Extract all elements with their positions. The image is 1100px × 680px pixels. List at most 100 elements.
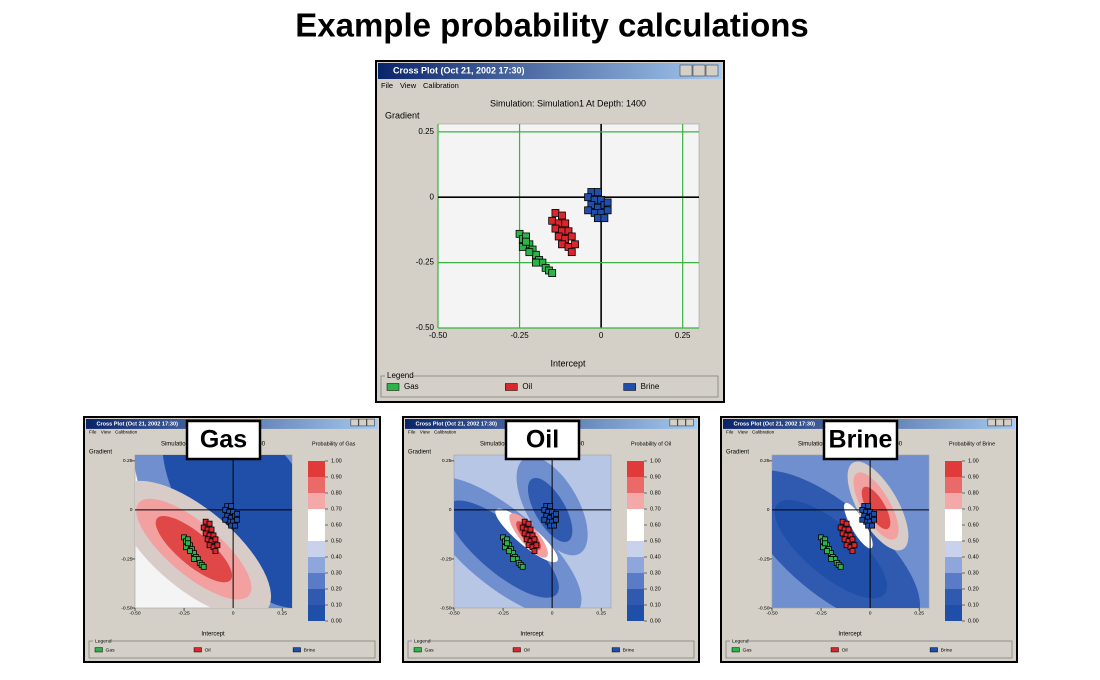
data-point [547, 503, 554, 509]
colorbar-tick-label: 0.30 [968, 570, 979, 576]
window-button-max[interactable] [358, 418, 367, 427]
legend-box [380, 375, 719, 398]
colorbar-tick-label: 0.60 [650, 522, 661, 528]
data-point [212, 548, 219, 555]
window-button-max[interactable] [677, 418, 686, 427]
menu-item[interactable]: View [738, 429, 749, 434]
colorbar-tick-label: 0.40 [650, 554, 661, 560]
data-point [187, 548, 193, 555]
title-bar [378, 63, 722, 79]
data-point [827, 556, 834, 562]
x-tick-label: -0.25 [497, 610, 509, 616]
data-point [593, 188, 602, 196]
window-button-max[interactable] [995, 418, 1004, 427]
legend-title-bg [93, 637, 111, 644]
menu-item[interactable]: Calibration [434, 429, 457, 434]
data-point [531, 536, 538, 543]
x-tick-label: 0.25 [277, 610, 287, 616]
data-point [558, 211, 566, 220]
probability-contour [844, 502, 873, 549]
colorbar-tick-label: 0.00 [650, 618, 661, 624]
data-point [551, 209, 560, 217]
data-point [600, 214, 609, 223]
x-axis-label: Intercept [201, 632, 225, 638]
data-point [849, 536, 856, 543]
legend-label: Oil [205, 647, 211, 653]
data-point [548, 269, 557, 277]
data-point [593, 214, 602, 223]
x-tick-label: -0.50 [766, 610, 778, 616]
colorbar-band [308, 541, 325, 557]
colorbar-band [308, 461, 325, 477]
menu-item[interactable]: View [101, 429, 112, 434]
window-button-max[interactable] [692, 64, 706, 77]
colorbar-band [627, 573, 644, 589]
legend-label: Brine [641, 382, 660, 391]
window-button-min[interactable] [669, 418, 678, 427]
menu-item[interactable]: Calibration [752, 429, 775, 434]
menu-item[interactable]: Calibration [423, 81, 459, 90]
menu-item[interactable]: File [726, 429, 734, 434]
probability-contour [162, 455, 292, 608]
plot: -0.50 -0.25 0 0.25 0.25 0 -0.25 -0.50 [758, 454, 930, 616]
data-point [584, 206, 592, 215]
x-tick-label: 0.25 [675, 331, 691, 340]
window-button-close[interactable] [705, 64, 719, 77]
legend-swatch [830, 647, 839, 653]
legend-label: Oil [522, 382, 532, 391]
menu-item[interactable]: View [400, 81, 417, 90]
data-point [849, 548, 856, 555]
panel-label: Gas [200, 426, 247, 454]
y-tick-label: -0.25 [121, 556, 133, 562]
data-point [541, 516, 548, 523]
legend-swatch [94, 647, 103, 653]
menu-item[interactable]: Calibration [115, 429, 138, 434]
colorbar-tick-label: 1.00 [968, 458, 979, 464]
y-tick-label: 0 [130, 507, 133, 513]
window-button-min[interactable] [679, 64, 693, 77]
panel-label: Oil [526, 426, 559, 454]
data-point [234, 510, 240, 517]
data-point [214, 542, 221, 549]
window-button-close[interactable] [366, 418, 375, 427]
probability-contour [861, 486, 891, 530]
data-point [851, 542, 858, 549]
x-tick-label: -0.50 [429, 331, 448, 340]
legend-swatch [611, 647, 620, 653]
plot: -0.50 -0.25 0 0.25 0.25 0 -0.25 -0.50 [416, 123, 700, 340]
window-button-min[interactable] [987, 418, 996, 427]
colorbar-tick-label: 0.10 [650, 602, 661, 608]
legend-title: Legend [387, 371, 414, 380]
data-point [845, 526, 852, 533]
data-point [551, 224, 560, 233]
panel-label: Brine [829, 426, 893, 454]
colorbar-band [308, 605, 325, 621]
window-button-close[interactable] [685, 418, 694, 427]
window-button-close[interactable] [1003, 418, 1012, 427]
legend-label: Oil [524, 647, 530, 653]
colorbar-band [627, 525, 644, 541]
colorbar-band [945, 493, 962, 509]
y-tick-label: -0.50 [121, 605, 133, 611]
data-point [871, 510, 877, 517]
menu-item[interactable]: View [420, 429, 431, 434]
data-point [865, 503, 872, 509]
colorbar-tick-label: 0.70 [968, 506, 979, 512]
colorbar-tick-label: 1.00 [650, 458, 661, 464]
data-point [222, 516, 229, 523]
window-button-min[interactable] [350, 418, 359, 427]
colorbar-band [308, 589, 325, 605]
data-point [837, 563, 844, 570]
x-tick-label: 0 [551, 610, 554, 616]
menu-item[interactable]: File [408, 429, 416, 434]
y-tick-label: 0 [767, 507, 770, 513]
y-axis-label: Gradient [408, 450, 431, 456]
colorbar-tick-label: 0.70 [331, 506, 342, 512]
menu-item[interactable]: File [89, 429, 97, 434]
colorbar-tick-label: 1.00 [331, 458, 342, 464]
legend-title-bg [730, 637, 748, 644]
menu-item[interactable]: File [381, 81, 393, 90]
x-axis-label: Intercept [520, 632, 544, 638]
data-point [824, 548, 830, 555]
